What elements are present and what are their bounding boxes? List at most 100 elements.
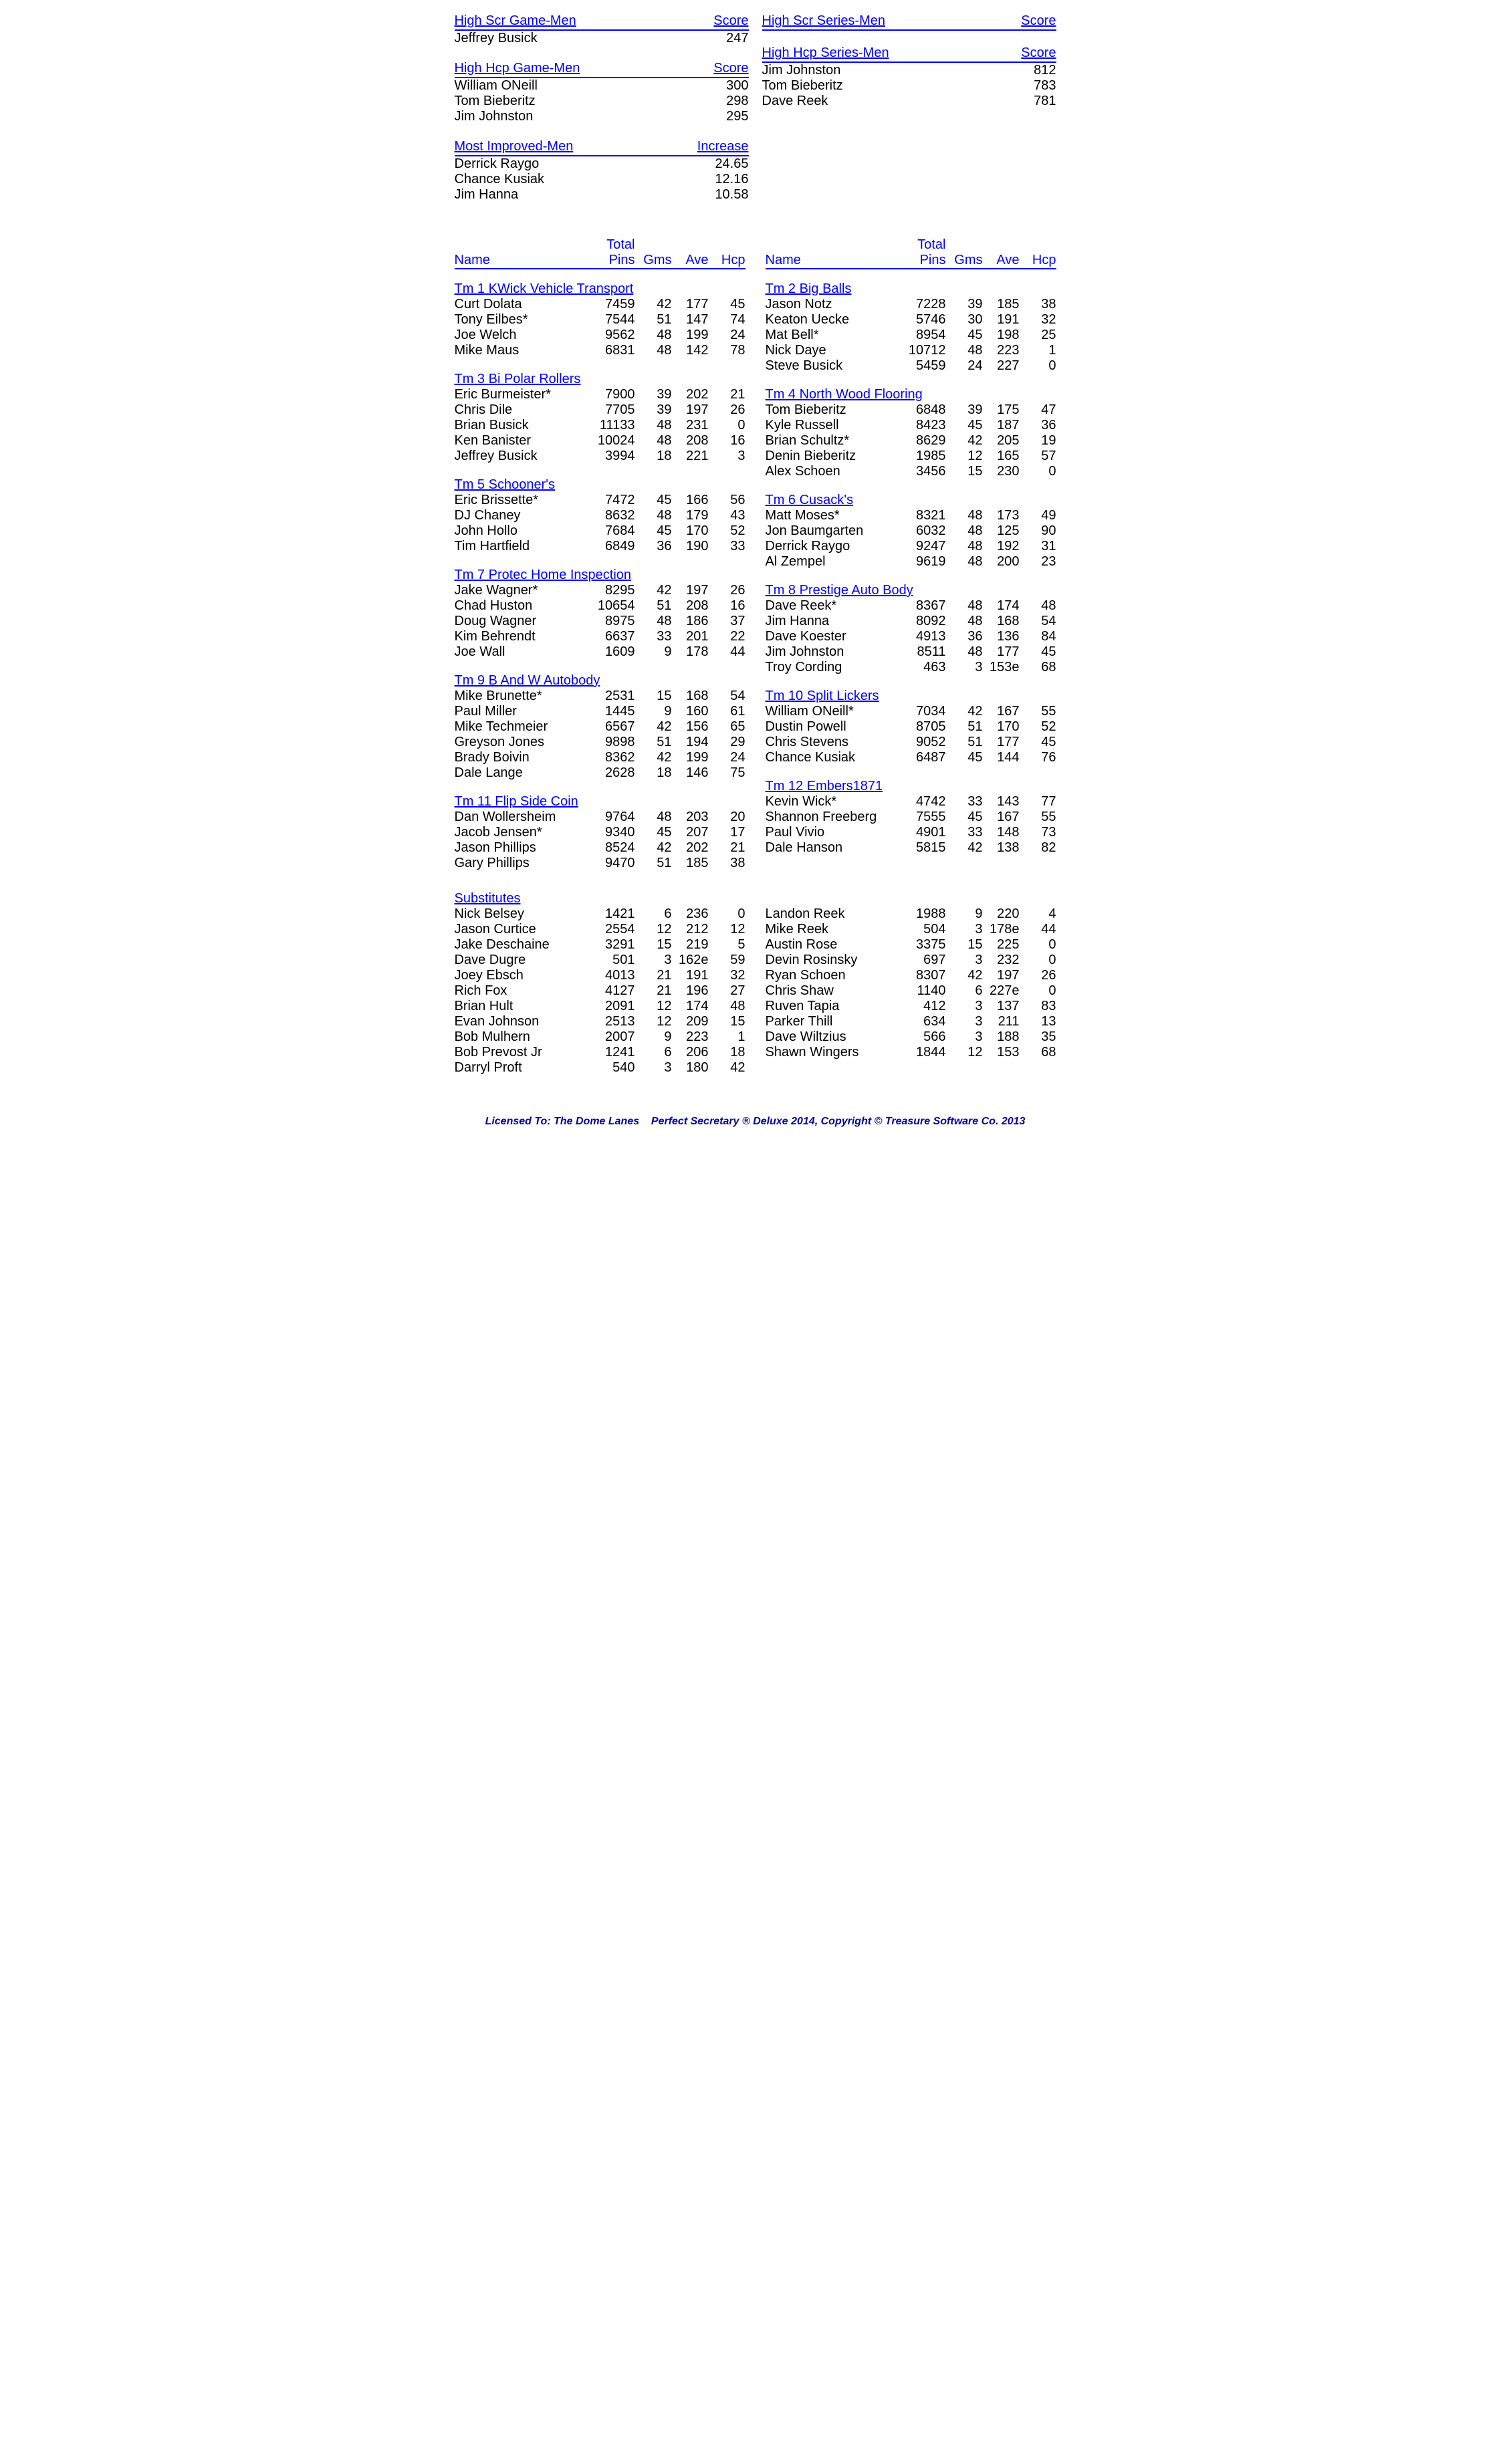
player-games: 45 bbox=[635, 493, 672, 508]
player-row: Jacob Jensen*93404520717 bbox=[455, 825, 745, 840]
player-name: Jason Curtice bbox=[455, 922, 590, 937]
player-name: Dave Dugre bbox=[455, 953, 590, 968]
player-average: 136 bbox=[983, 629, 1020, 644]
player-row: DJ Chaney86324817943 bbox=[455, 508, 745, 523]
player-handicap: 42 bbox=[709, 1060, 745, 1076]
player-pins: 2513 bbox=[590, 1014, 635, 1029]
player-row: Tim Hartfield68493619033 bbox=[455, 539, 745, 554]
player-pins: 1140 bbox=[901, 983, 946, 999]
player-row: Dave Koester49133613684 bbox=[766, 629, 1056, 644]
player-average: 156 bbox=[672, 719, 709, 735]
player-pins: 8524 bbox=[590, 840, 635, 856]
player-handicap: 84 bbox=[1020, 629, 1056, 644]
player-name: Tom Bieberitz bbox=[766, 402, 901, 418]
player-pins: 540 bbox=[590, 1060, 635, 1076]
substitute-row: Shawn Wingers18441215368 bbox=[766, 1045, 1056, 1060]
roster-header: Total Name Pins Gms Ave Hcp Total bbox=[455, 237, 1056, 269]
highlight-label: High Hcp Game-Men bbox=[455, 61, 682, 76]
substitute-row: Devin Rosinsky69732320 bbox=[766, 953, 1056, 968]
player-name: Paul Miller bbox=[455, 704, 590, 719]
team-title: Tm 11 Flip Side Coin bbox=[455, 794, 745, 810]
player-row: Chad Huston106545120816 bbox=[455, 598, 745, 614]
player-games: 45 bbox=[635, 825, 672, 840]
player-average: 206 bbox=[672, 1045, 709, 1060]
player-handicap: 90 bbox=[1020, 523, 1056, 539]
player-name: Eric Burmeister* bbox=[455, 387, 590, 402]
player-name: DJ Chaney bbox=[455, 508, 590, 523]
highlight-row: William ONeill300 bbox=[455, 78, 749, 94]
player-average: 175 bbox=[983, 402, 1020, 418]
player-average: 199 bbox=[672, 328, 709, 343]
player-pins: 8321 bbox=[901, 508, 946, 523]
player-average: 230 bbox=[983, 464, 1020, 479]
player-name: Kyle Russell bbox=[766, 418, 901, 433]
player-average: 166 bbox=[672, 493, 709, 508]
substitute-row: Mike Reek5043178e44 bbox=[766, 922, 1056, 937]
player-average: 208 bbox=[672, 598, 709, 614]
player-average: 196 bbox=[672, 983, 709, 999]
highlight-player-score: 295 bbox=[682, 109, 749, 124]
player-average: 212 bbox=[672, 922, 709, 937]
player-games: 48 bbox=[635, 433, 672, 449]
player-name: Kim Behrendt bbox=[455, 629, 590, 644]
player-games: 3 bbox=[635, 953, 672, 968]
highlight-header: High Scr Game-MenScore bbox=[455, 13, 749, 31]
highlight-player-score: 781 bbox=[990, 94, 1056, 109]
highlight-row: Chance Kusiak12.16 bbox=[455, 172, 749, 187]
highlight-player-score: 247 bbox=[682, 31, 749, 46]
header-name: Name bbox=[766, 253, 901, 268]
player-row: Brady Boivin83624219924 bbox=[455, 750, 745, 765]
player-handicap: 45 bbox=[1020, 735, 1056, 750]
player-games: 42 bbox=[946, 840, 983, 856]
header-hcp: Hcp bbox=[709, 253, 745, 268]
player-pins: 8632 bbox=[590, 508, 635, 523]
player-handicap: 75 bbox=[709, 765, 745, 781]
highlight-header: High Hcp Series-MenScore bbox=[762, 45, 1056, 63]
player-pins: 7472 bbox=[590, 493, 635, 508]
highlight-player-name: Dave Reek bbox=[762, 94, 990, 109]
highlight-score-label: Score bbox=[990, 45, 1056, 61]
player-handicap: 15 bbox=[709, 1014, 745, 1029]
player-name: Dan Wollersheim bbox=[455, 810, 590, 825]
player-games: 3 bbox=[946, 953, 983, 968]
player-pins: 463 bbox=[901, 660, 946, 675]
player-games: 24 bbox=[946, 358, 983, 374]
player-handicap: 13 bbox=[1020, 1014, 1056, 1029]
player-name: Gary Phillips bbox=[455, 856, 590, 871]
player-handicap: 18 bbox=[709, 1045, 745, 1060]
player-pins: 4742 bbox=[901, 794, 946, 810]
player-row: Chris Stevens90525117745 bbox=[766, 735, 1056, 750]
player-handicap: 0 bbox=[1020, 953, 1056, 968]
player-average: 192 bbox=[983, 539, 1020, 554]
player-handicap: 22 bbox=[709, 629, 745, 644]
player-name: Brian Schultz* bbox=[766, 433, 901, 449]
player-row: Mike Maus68314814278 bbox=[455, 343, 745, 358]
player-name: Mike Reek bbox=[766, 922, 901, 937]
player-average: 185 bbox=[983, 297, 1020, 312]
player-handicap: 25 bbox=[1020, 328, 1056, 343]
team-block: Tm 9 B And W AutobodyMike Brunette*25311… bbox=[455, 673, 745, 781]
player-row: Chris Dile77053919726 bbox=[455, 402, 745, 418]
substitute-row: Bob Mulhern200792231 bbox=[455, 1029, 745, 1045]
player-handicap: 77 bbox=[1020, 794, 1056, 810]
player-name: Dave Reek* bbox=[766, 598, 901, 614]
roster-body: Tm 1 KWick Vehicle TransportCurt Dolata7… bbox=[455, 281, 1056, 884]
player-row: Steve Busick5459242270 bbox=[766, 358, 1056, 374]
player-handicap: 5 bbox=[709, 937, 745, 953]
substitute-row: Jason Curtice25541221212 bbox=[455, 922, 745, 937]
substitute-row: Jake Deschaine3291152195 bbox=[455, 937, 745, 953]
player-pins: 1844 bbox=[901, 1045, 946, 1060]
player-pins: 8954 bbox=[901, 328, 946, 343]
player-average: 177 bbox=[983, 644, 1020, 660]
substitute-row: Ryan Schoen83074219726 bbox=[766, 968, 1056, 983]
player-pins: 9052 bbox=[901, 735, 946, 750]
team-block: Tm 12 Embers1871Kevin Wick*47423314377Sh… bbox=[766, 779, 1056, 856]
player-games: 48 bbox=[946, 598, 983, 614]
player-pins: 504 bbox=[901, 922, 946, 937]
highlight-player-name: Chance Kusiak bbox=[455, 172, 682, 187]
highlight-score-label: Score bbox=[682, 61, 749, 76]
player-games: 39 bbox=[635, 402, 672, 418]
player-name: Darryl Proft bbox=[455, 1060, 590, 1076]
highlight-row: Tom Bieberitz783 bbox=[762, 78, 1056, 94]
player-name: Steve Busick bbox=[766, 358, 901, 374]
